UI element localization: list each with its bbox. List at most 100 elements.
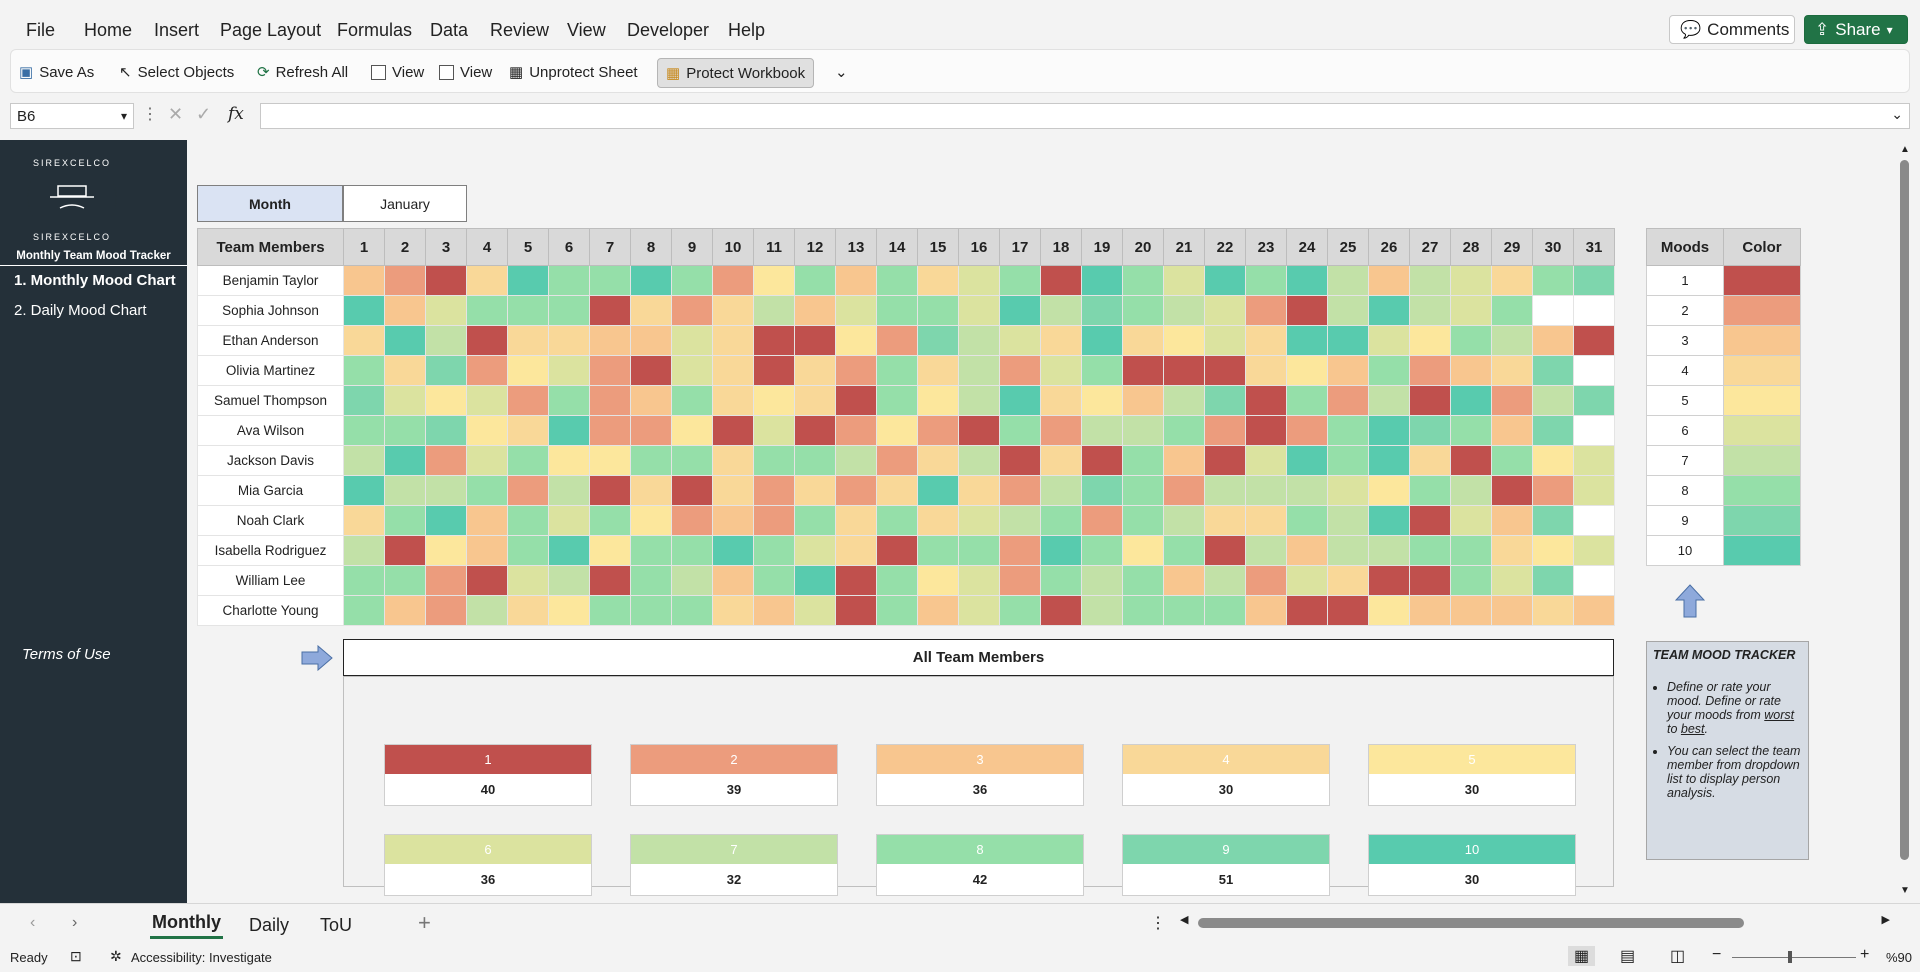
mood-cell[interactable] [466, 445, 508, 476]
mood-cell[interactable] [794, 355, 836, 386]
mood-cell[interactable] [1286, 415, 1328, 446]
mood-cell[interactable] [630, 415, 672, 446]
mood-cell[interactable] [712, 265, 754, 296]
mood-cell[interactable] [876, 445, 918, 476]
mood-cell[interactable] [671, 355, 713, 386]
mood-cell[interactable] [1040, 415, 1082, 446]
mood-cell[interactable] [1040, 295, 1082, 326]
mood-cell[interactable] [1491, 535, 1533, 566]
mood-cell[interactable] [1204, 505, 1246, 536]
mood-cell[interactable] [548, 295, 590, 326]
mood-cell[interactable] [1450, 595, 1492, 626]
menu-tab-page-layout[interactable]: Page Layout [220, 20, 322, 40]
mood-cell[interactable] [1245, 265, 1287, 296]
mood-cell[interactable] [1040, 565, 1082, 596]
mood-cell[interactable] [917, 445, 959, 476]
mood-cell[interactable] [507, 565, 549, 596]
mood-cell[interactable] [384, 385, 426, 416]
mood-cell[interactable] [1409, 445, 1451, 476]
mood-cell[interactable] [1450, 475, 1492, 506]
zoom-in-icon[interactable]: + [1860, 946, 1870, 963]
team-member-name[interactable]: Mia Garcia [197, 475, 344, 506]
mood-cell[interactable] [507, 475, 549, 506]
team-member-name[interactable]: Sophia Johnson [197, 295, 344, 326]
mood-cell[interactable] [589, 295, 631, 326]
mood-cell[interactable] [1163, 295, 1205, 326]
mood-cell[interactable] [712, 355, 754, 386]
mood-cell[interactable] [794, 415, 836, 446]
mood-cell[interactable] [1368, 535, 1410, 566]
mood-cell[interactable] [917, 595, 959, 626]
mood-cell[interactable] [548, 595, 590, 626]
mood-cell[interactable] [1081, 295, 1123, 326]
function-icon[interactable]: fx [228, 104, 244, 124]
mood-cell[interactable] [671, 535, 713, 566]
mood-cell[interactable] [1450, 415, 1492, 446]
mood-cell[interactable] [1368, 505, 1410, 536]
expand-formula-icon[interactable]: ⌄ [1891, 106, 1903, 122]
mood-cell[interactable] [958, 415, 1000, 446]
mood-cell[interactable] [1573, 385, 1615, 416]
mood-cell[interactable] [999, 385, 1041, 416]
mood-cell[interactable] [794, 475, 836, 506]
mood-cell[interactable] [630, 445, 672, 476]
mood-cell[interactable] [1409, 565, 1451, 596]
mood-cell[interactable] [958, 385, 1000, 416]
mood-cell[interactable] [1573, 535, 1615, 566]
view-checkbox-2[interactable]: View [439, 58, 492, 86]
mood-cell[interactable] [1163, 325, 1205, 356]
mood-cell[interactable] [384, 355, 426, 386]
mood-cell[interactable] [876, 565, 918, 596]
mood-cell[interactable] [1040, 325, 1082, 356]
mood-cell[interactable] [1532, 535, 1574, 566]
mood-cell[interactable] [507, 355, 549, 386]
mood-cell[interactable] [753, 565, 795, 596]
mood-cell[interactable] [589, 535, 631, 566]
mood-cell[interactable] [1491, 355, 1533, 386]
mood-cell[interactable] [1491, 295, 1533, 326]
mood-cell[interactable] [425, 355, 467, 386]
menu-tab-data[interactable]: Data [430, 20, 469, 40]
mood-cell[interactable] [1409, 535, 1451, 566]
mood-cell[interactable] [466, 565, 508, 596]
mood-cell[interactable] [1245, 505, 1287, 536]
team-member-name[interactable]: Ethan Anderson [197, 325, 344, 356]
mood-cell[interactable] [589, 565, 631, 596]
mood-cell[interactable] [507, 265, 549, 296]
mood-cell[interactable] [343, 295, 385, 326]
mood-cell[interactable] [343, 355, 385, 386]
mood-cell[interactable] [835, 355, 877, 386]
mood-cell[interactable] [425, 535, 467, 566]
mood-cell[interactable] [384, 295, 426, 326]
mood-cell[interactable] [917, 505, 959, 536]
mood-cell[interactable] [1532, 355, 1574, 386]
mood-cell[interactable] [425, 505, 467, 536]
menu-tab-view[interactable]: View [567, 20, 606, 40]
mood-cell[interactable] [1450, 325, 1492, 356]
mood-cell[interactable] [1450, 445, 1492, 476]
mood-cell[interactable] [712, 535, 754, 566]
mood-cell[interactable] [1122, 445, 1164, 476]
mood-cell[interactable] [384, 505, 426, 536]
mood-cell[interactable] [1573, 475, 1615, 506]
mood-cell[interactable] [466, 475, 508, 506]
mood-cell[interactable] [999, 325, 1041, 356]
mood-cell[interactable] [1081, 415, 1123, 446]
save-as-button[interactable]: ▣ Save As [19, 63, 95, 82]
mood-cell[interactable] [425, 325, 467, 356]
zoom-out-icon[interactable]: − [1712, 946, 1722, 963]
mood-cell[interactable] [1122, 505, 1164, 536]
mood-cell[interactable] [1204, 265, 1246, 296]
unprotect-sheet-button[interactable]: ▦ Unprotect Sheet [509, 63, 638, 82]
mood-cell[interactable] [343, 475, 385, 506]
mood-cell[interactable] [1327, 595, 1369, 626]
mood-cell[interactable] [835, 385, 877, 416]
menu-tab-help[interactable]: Help [728, 20, 766, 40]
mood-cell[interactable] [999, 505, 1041, 536]
mood-cell[interactable] [1532, 445, 1574, 476]
mood-cell[interactable] [425, 445, 467, 476]
mood-cell[interactable] [548, 415, 590, 446]
mood-cell[interactable] [1573, 445, 1615, 476]
mood-cell[interactable] [712, 415, 754, 446]
mood-cell[interactable] [1245, 385, 1287, 416]
